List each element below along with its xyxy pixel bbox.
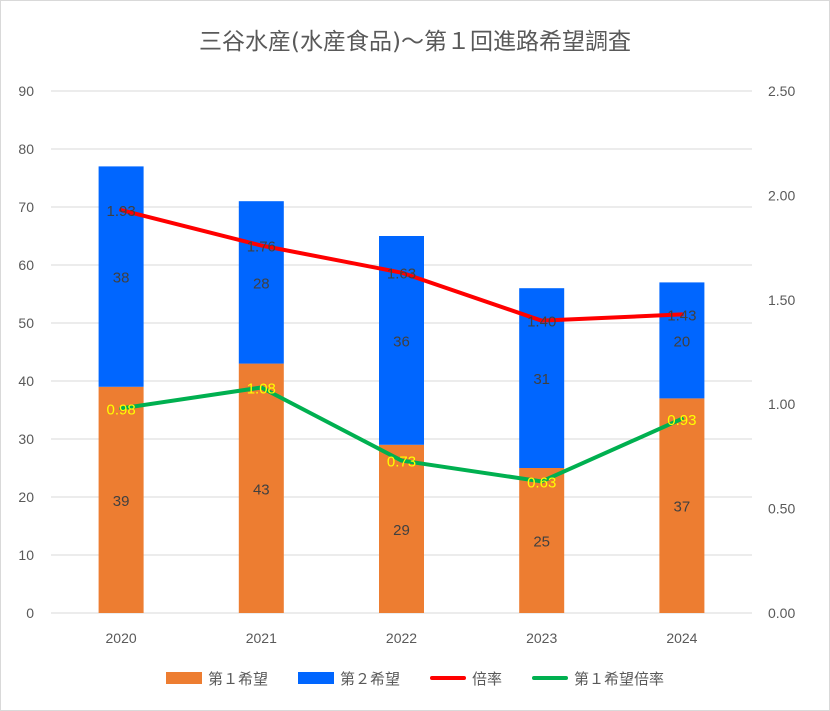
y-tick-right: 0.00	[768, 605, 795, 621]
x-tick-label: 2020	[106, 630, 137, 646]
legend-swatch-ratio	[430, 676, 466, 680]
bar-data-label: 38	[113, 270, 130, 287]
y-tick-right: 2.00	[768, 187, 795, 203]
y-tick-left: 0	[26, 605, 34, 621]
y-tick-right: 2.50	[768, 83, 795, 99]
bar-first-choice	[379, 444, 424, 613]
y-tick-left: 40	[18, 373, 34, 389]
y-tick-right: 0.50	[768, 501, 795, 517]
y-tick-right: 1.00	[768, 396, 795, 412]
line-data-label: 0.98	[106, 401, 135, 418]
line-data-label: 1.93	[106, 203, 135, 220]
x-tick-label: 2021	[246, 630, 277, 646]
line-data-label: 1.63	[387, 266, 416, 283]
bar-data-label: 29	[393, 522, 410, 539]
y-tick-left: 60	[18, 257, 34, 273]
line-data-label: 1.40	[527, 314, 556, 331]
bar-data-label: 20	[674, 333, 691, 350]
legend-item-ratio: 倍率	[430, 666, 502, 690]
line-data-label: 1.08	[247, 380, 276, 397]
x-tick-label: 2023	[526, 630, 557, 646]
chart-legend: 第１希望 第２希望 倍率 第１希望倍率	[0, 666, 830, 690]
x-tick-label: 2024	[666, 630, 697, 646]
x-tick-label: 2022	[386, 630, 417, 646]
y-tick-left: 80	[18, 141, 34, 157]
y-tick-left: 10	[18, 547, 34, 563]
bar-first-choice	[519, 468, 565, 613]
bar-data-label: 43	[253, 481, 270, 498]
line-data-label: 0.63	[527, 474, 556, 491]
y-tick-left: 50	[18, 315, 34, 331]
bar-data-label: 28	[253, 275, 270, 292]
bar-data-label: 37	[674, 499, 691, 516]
legend-item-first-choice-ratio: 第１希望倍率	[532, 666, 664, 690]
bar-second-choice	[238, 201, 284, 364]
y-tick-left: 70	[18, 199, 34, 215]
bar-second-choice	[98, 166, 144, 387]
legend-swatch-first-choice-ratio	[532, 676, 569, 680]
legend-item-second-choice: 第２希望	[297, 666, 400, 690]
line-data-label: 1.43	[667, 307, 696, 324]
legend-label-first-choice-ratio: 第１希望倍率	[574, 669, 665, 688]
line-data-label: 0.93	[667, 412, 696, 429]
chart-title: 三谷水産(水産食品)～第１回進路希望調査	[199, 29, 631, 55]
line-first-choice-ratio	[119, 385, 684, 484]
bar-data-label: 39	[113, 493, 130, 510]
y-tick-left: 30	[18, 431, 34, 447]
y-tick-left: 20	[18, 489, 34, 505]
legend-label-ratio: 倍率	[472, 669, 503, 688]
legend-label-first-choice: 第１希望	[207, 669, 268, 688]
y-tick-right: 1.50	[768, 292, 795, 308]
legend-swatch-first-choice	[165, 672, 202, 684]
bar-data-label: 31	[533, 371, 550, 388]
bar-first-choice	[659, 398, 705, 613]
legend-label-second-choice: 第２希望	[339, 669, 400, 688]
bar-second-choice	[659, 282, 705, 399]
line-data-label: 0.73	[387, 454, 416, 471]
bar-first-choice	[238, 363, 284, 613]
legend-item-first-choice: 第１希望	[165, 666, 268, 690]
bar-first-choice	[98, 386, 144, 613]
bar-data-label: 36	[393, 333, 410, 350]
legend-swatch-second-choice	[297, 672, 334, 684]
y-tick-left: 90	[18, 83, 34, 99]
bar-data-label: 25	[533, 534, 550, 551]
line-data-label: 1.76	[247, 239, 276, 256]
line-ratio	[119, 208, 684, 323]
